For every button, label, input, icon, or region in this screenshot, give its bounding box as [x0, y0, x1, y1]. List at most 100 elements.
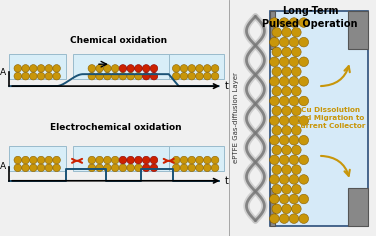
- Circle shape: [211, 164, 219, 172]
- Circle shape: [291, 126, 301, 135]
- Circle shape: [299, 18, 309, 27]
- Circle shape: [188, 72, 196, 80]
- Circle shape: [289, 37, 299, 47]
- Circle shape: [279, 116, 289, 125]
- FancyBboxPatch shape: [169, 146, 224, 171]
- Circle shape: [150, 156, 158, 164]
- Text: ePTFE Gas-diffusion Layer: ePTFE Gas-diffusion Layer: [233, 72, 240, 164]
- Circle shape: [196, 65, 203, 72]
- FancyBboxPatch shape: [73, 54, 173, 79]
- Circle shape: [211, 156, 219, 164]
- Circle shape: [289, 77, 299, 86]
- FancyBboxPatch shape: [270, 11, 368, 226]
- Circle shape: [272, 28, 282, 37]
- Circle shape: [143, 156, 150, 164]
- FancyBboxPatch shape: [270, 188, 275, 226]
- Circle shape: [270, 175, 279, 184]
- Circle shape: [30, 65, 37, 72]
- Circle shape: [37, 156, 45, 164]
- Circle shape: [127, 164, 135, 172]
- Circle shape: [96, 164, 103, 172]
- Circle shape: [291, 204, 301, 214]
- Circle shape: [127, 156, 135, 164]
- Circle shape: [53, 65, 61, 72]
- Circle shape: [119, 72, 127, 80]
- FancyBboxPatch shape: [348, 188, 368, 226]
- Circle shape: [143, 65, 150, 72]
- Circle shape: [272, 67, 282, 76]
- Circle shape: [211, 72, 219, 80]
- Circle shape: [45, 164, 53, 172]
- Circle shape: [150, 72, 158, 80]
- Circle shape: [282, 47, 291, 57]
- FancyBboxPatch shape: [73, 146, 173, 171]
- Circle shape: [119, 156, 127, 164]
- Circle shape: [188, 65, 196, 72]
- Circle shape: [135, 164, 142, 172]
- Circle shape: [53, 156, 61, 164]
- Circle shape: [119, 164, 127, 172]
- Circle shape: [282, 185, 291, 194]
- Text: Chemical oxidation: Chemical oxidation: [70, 36, 167, 45]
- Circle shape: [111, 156, 119, 164]
- Circle shape: [291, 67, 301, 76]
- FancyBboxPatch shape: [270, 11, 275, 49]
- Circle shape: [196, 164, 203, 172]
- Circle shape: [272, 47, 282, 57]
- Circle shape: [272, 126, 282, 135]
- Circle shape: [45, 65, 53, 72]
- Text: Cu Dissolution
and Migration to
Current Collector: Cu Dissolution and Migration to Current …: [295, 107, 365, 129]
- Circle shape: [272, 165, 282, 174]
- Circle shape: [270, 37, 279, 47]
- Circle shape: [180, 164, 188, 172]
- Circle shape: [270, 96, 279, 106]
- Circle shape: [291, 47, 301, 57]
- Circle shape: [135, 72, 142, 80]
- Circle shape: [104, 65, 111, 72]
- Circle shape: [88, 164, 96, 172]
- Circle shape: [96, 65, 103, 72]
- Circle shape: [289, 96, 299, 106]
- Circle shape: [30, 156, 37, 164]
- Circle shape: [30, 72, 37, 80]
- Circle shape: [127, 72, 135, 80]
- Circle shape: [272, 185, 282, 194]
- Circle shape: [135, 156, 142, 164]
- Circle shape: [299, 96, 309, 106]
- Circle shape: [282, 67, 291, 76]
- Text: A: A: [0, 68, 6, 77]
- Circle shape: [37, 164, 45, 172]
- Circle shape: [45, 156, 53, 164]
- Circle shape: [203, 164, 211, 172]
- Circle shape: [282, 145, 291, 155]
- Circle shape: [188, 156, 196, 164]
- Circle shape: [203, 156, 211, 164]
- Circle shape: [173, 164, 180, 172]
- Circle shape: [289, 116, 299, 125]
- Circle shape: [299, 214, 309, 223]
- Circle shape: [282, 28, 291, 37]
- Circle shape: [180, 65, 188, 72]
- Circle shape: [37, 72, 45, 80]
- Circle shape: [173, 72, 180, 80]
- Circle shape: [143, 164, 150, 172]
- Circle shape: [270, 116, 279, 125]
- Circle shape: [279, 175, 289, 184]
- Circle shape: [291, 185, 301, 194]
- Circle shape: [203, 65, 211, 72]
- Circle shape: [14, 164, 21, 172]
- Circle shape: [111, 65, 119, 72]
- Circle shape: [88, 65, 96, 72]
- Circle shape: [150, 164, 158, 172]
- Circle shape: [22, 65, 29, 72]
- Circle shape: [289, 155, 299, 164]
- Circle shape: [173, 65, 180, 72]
- Circle shape: [111, 72, 119, 80]
- Circle shape: [282, 165, 291, 174]
- Circle shape: [196, 72, 203, 80]
- Circle shape: [88, 156, 96, 164]
- Circle shape: [279, 194, 289, 204]
- Circle shape: [299, 175, 309, 184]
- Circle shape: [96, 156, 103, 164]
- Circle shape: [299, 155, 309, 164]
